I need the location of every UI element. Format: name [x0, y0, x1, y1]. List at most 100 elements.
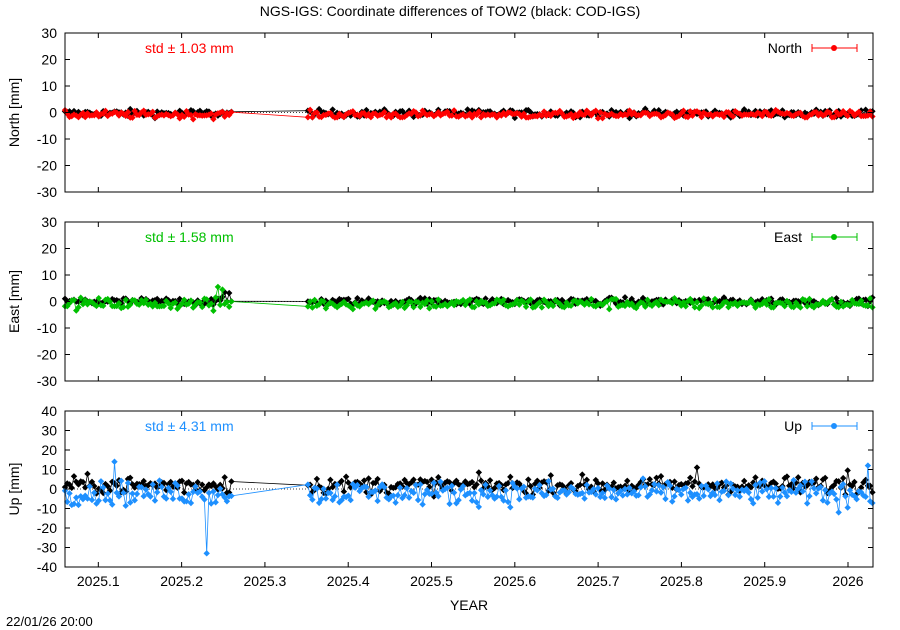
- data-point: [408, 299, 415, 306]
- data-point: [741, 106, 748, 113]
- x-tick-label: 2025.3: [244, 573, 287, 589]
- data-point: [729, 481, 737, 489]
- data-point: [475, 108, 483, 115]
- data-point: [75, 113, 82, 121]
- data-point: [716, 496, 723, 504]
- data-point: [576, 114, 584, 121]
- data-point: [531, 303, 539, 311]
- data-point: [723, 478, 730, 485]
- data-point: [833, 496, 840, 503]
- data-point: [696, 296, 703, 304]
- data-point: [781, 302, 788, 310]
- data-point: [720, 113, 728, 121]
- data-point: [304, 303, 312, 310]
- data-point: [565, 297, 572, 305]
- data-point: [356, 112, 363, 120]
- data-point: [225, 289, 233, 297]
- data-point: [626, 107, 633, 114]
- data-point: [815, 112, 822, 119]
- data-point: [201, 496, 208, 503]
- data-point: [700, 109, 707, 116]
- data-point: [734, 487, 741, 494]
- data-point: [729, 113, 737, 120]
- data-point: [225, 303, 233, 310]
- data-point: [91, 482, 98, 490]
- data-point: [709, 304, 716, 311]
- data-point: [189, 116, 197, 123]
- data-point: [138, 483, 145, 491]
- data-point: [599, 114, 606, 122]
- data-point: [846, 302, 854, 309]
- data-point: [662, 111, 669, 119]
- data-point: [572, 111, 579, 118]
- data-point: [684, 479, 692, 487]
- data-point: [837, 483, 845, 491]
- data-point: [97, 478, 105, 485]
- data-point: [360, 477, 368, 484]
- data-point: [801, 478, 809, 485]
- data-point: [151, 114, 159, 121]
- data-point: [617, 110, 624, 118]
- data-point: [615, 112, 622, 120]
- data-point: [624, 491, 631, 498]
- data-point: [102, 496, 109, 504]
- data-point: [91, 112, 98, 119]
- data-point: [815, 485, 822, 492]
- data-point: [372, 110, 379, 117]
- data-point: [536, 481, 543, 489]
- data-point: [509, 479, 516, 487]
- data-point: [509, 484, 516, 492]
- data-point: [527, 296, 534, 303]
- data-point: [527, 299, 534, 307]
- data-point: [554, 299, 561, 306]
- data-point: [779, 484, 786, 491]
- data-point: [624, 111, 631, 118]
- data-point: [648, 487, 656, 494]
- data-point: [855, 108, 863, 116]
- data-point: [374, 497, 381, 505]
- data-point: [91, 489, 98, 496]
- data-point: [680, 107, 687, 114]
- data-point: [527, 482, 534, 490]
- data-point: [826, 297, 833, 304]
- data-point: [536, 111, 543, 118]
- data-point: [82, 484, 89, 491]
- data-point: [70, 296, 78, 304]
- data-point: [82, 113, 89, 121]
- data-point: [93, 302, 100, 310]
- data-point: [122, 502, 129, 509]
- data-point: [567, 110, 575, 118]
- data-point: [428, 298, 435, 305]
- data-point: [567, 480, 575, 487]
- data-point: [657, 489, 665, 496]
- data-point: [727, 111, 734, 118]
- data-point: [210, 307, 217, 314]
- y-tick-label: 40: [41, 403, 57, 419]
- data-point: [363, 106, 370, 114]
- data-point: [615, 490, 622, 497]
- data-point: [216, 301, 224, 309]
- data-point: [824, 499, 831, 506]
- data-point: [390, 492, 397, 499]
- data-point: [228, 298, 235, 305]
- data-point: [799, 488, 806, 495]
- data-point: [826, 490, 833, 497]
- data-point: [520, 487, 528, 495]
- y-tick-label: 30: [41, 214, 57, 230]
- data-point: [140, 107, 147, 114]
- data-point: [414, 299, 422, 306]
- data-point: [698, 482, 705, 490]
- data-point: [718, 479, 725, 486]
- data-point: [666, 298, 674, 305]
- data-point: [783, 493, 791, 500]
- data-point: [432, 303, 440, 310]
- data-point: [687, 108, 694, 115]
- data-point: [189, 108, 197, 115]
- data-point: [857, 484, 865, 491]
- data-point: [705, 295, 712, 303]
- data-point: [846, 486, 854, 494]
- data-point: [763, 301, 770, 308]
- data-point: [410, 108, 417, 115]
- data-point: [718, 110, 725, 117]
- data-point: [320, 485, 327, 493]
